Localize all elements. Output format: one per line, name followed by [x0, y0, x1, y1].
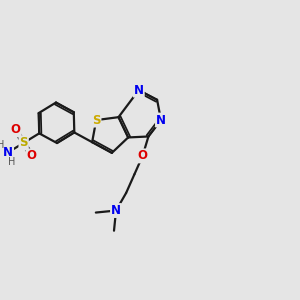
Text: O: O	[138, 149, 148, 162]
Text: N: N	[156, 114, 166, 127]
Text: O: O	[11, 123, 21, 136]
Text: S: S	[20, 136, 28, 149]
Text: N: N	[111, 204, 121, 217]
Text: S: S	[92, 114, 100, 127]
Text: H: H	[0, 140, 5, 150]
Text: N: N	[3, 146, 13, 159]
Text: N: N	[134, 84, 144, 97]
Text: O: O	[27, 149, 37, 162]
Text: H: H	[8, 157, 15, 167]
